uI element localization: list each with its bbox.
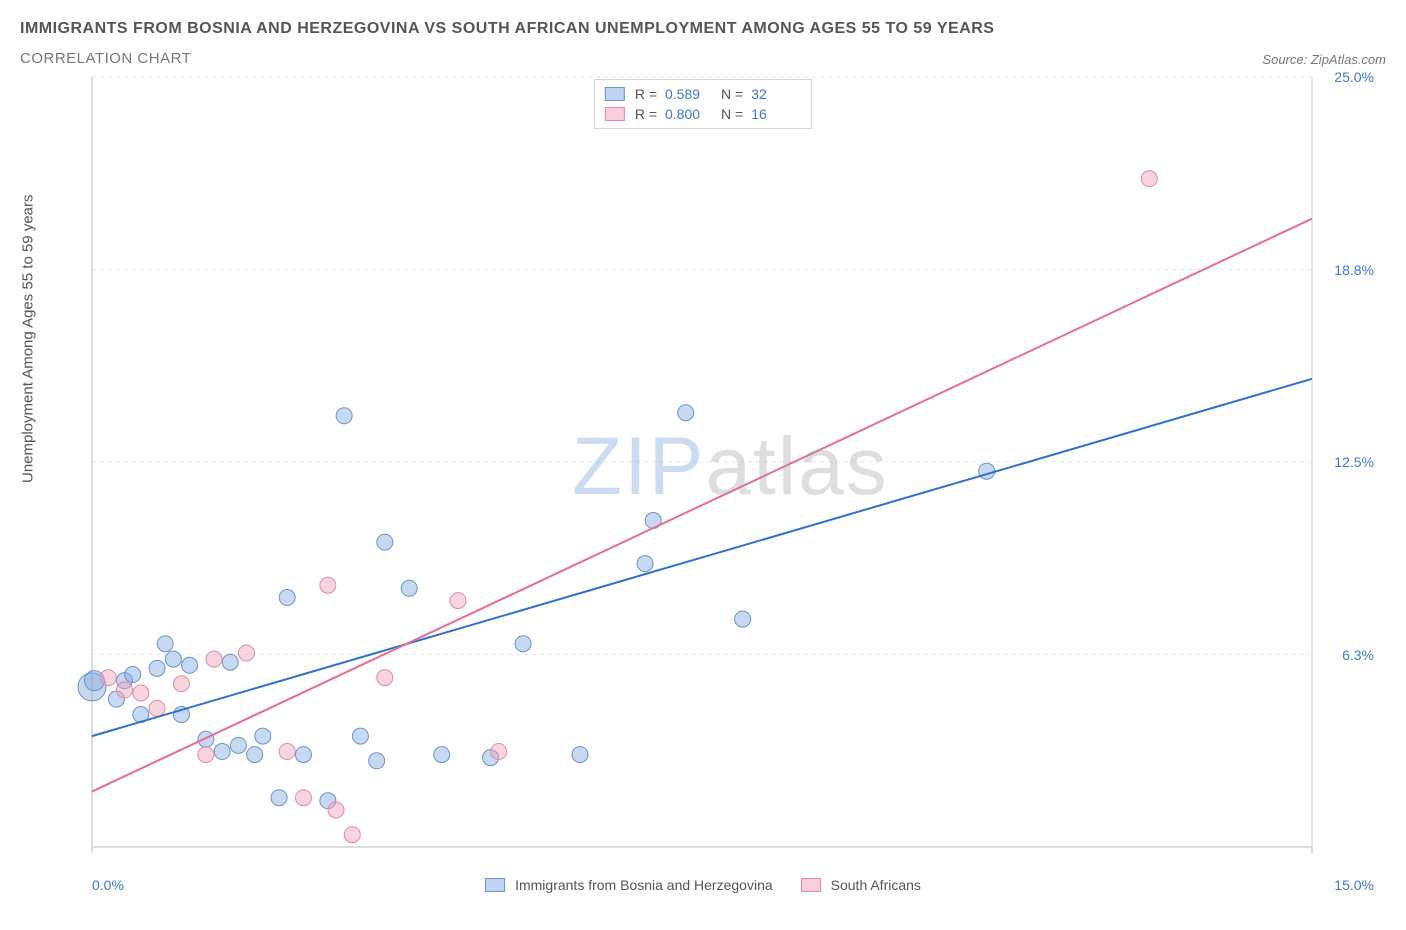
chart-area: Unemployment Among Ages 55 to 59 years Z… [20, 73, 1386, 893]
r-label: R = [635, 86, 657, 102]
source-name: ZipAtlas.com [1311, 52, 1386, 67]
subtitle-row: CORRELATION CHART Source: ZipAtlas.com [20, 50, 1386, 67]
legend-item-series1: Immigrants from Bosnia and Herzegovina [485, 877, 773, 893]
chart-title: IMMIGRANTS FROM BOSNIA AND HERZEGOVINA V… [20, 20, 1386, 38]
correlation-legend: R = 0.589 N = 32 R = 0.800 N = 16 [594, 79, 812, 129]
r-value-1: 0.589 [665, 86, 715, 102]
r-label: R = [635, 106, 657, 122]
swatch-pink [801, 878, 821, 892]
x-tick-max: 15.0% [1334, 877, 1374, 893]
x-tick-min: 0.0% [92, 877, 124, 893]
n-label: N = [721, 86, 743, 102]
chart-container: IMMIGRANTS FROM BOSNIA AND HERZEGOVINA V… [20, 20, 1386, 893]
n-label: N = [721, 106, 743, 122]
y-axis-label: Unemployment Among Ages 55 to 59 years [20, 194, 37, 483]
scatter-plot-svg [20, 73, 1386, 873]
source-attribution: Source: ZipAtlas.com [1262, 52, 1386, 67]
series-1-name: Immigrants from Bosnia and Herzegovina [515, 877, 773, 893]
n-value-1: 32 [751, 86, 801, 102]
n-value-2: 16 [751, 106, 801, 122]
swatch-blue [605, 87, 625, 101]
legend-row-series2: R = 0.800 N = 16 [605, 104, 801, 124]
chart-subtitle: CORRELATION CHART [20, 50, 191, 67]
legend-item-series2: South Africans [801, 877, 921, 893]
r-value-2: 0.800 [665, 106, 715, 122]
series-2-name: South Africans [831, 877, 921, 893]
swatch-blue [485, 878, 505, 892]
source-label: Source: [1262, 52, 1307, 67]
legend-row-series1: R = 0.589 N = 32 [605, 84, 801, 104]
series-legend: Immigrants from Bosnia and Herzegovina S… [485, 877, 921, 893]
swatch-pink [605, 107, 625, 121]
